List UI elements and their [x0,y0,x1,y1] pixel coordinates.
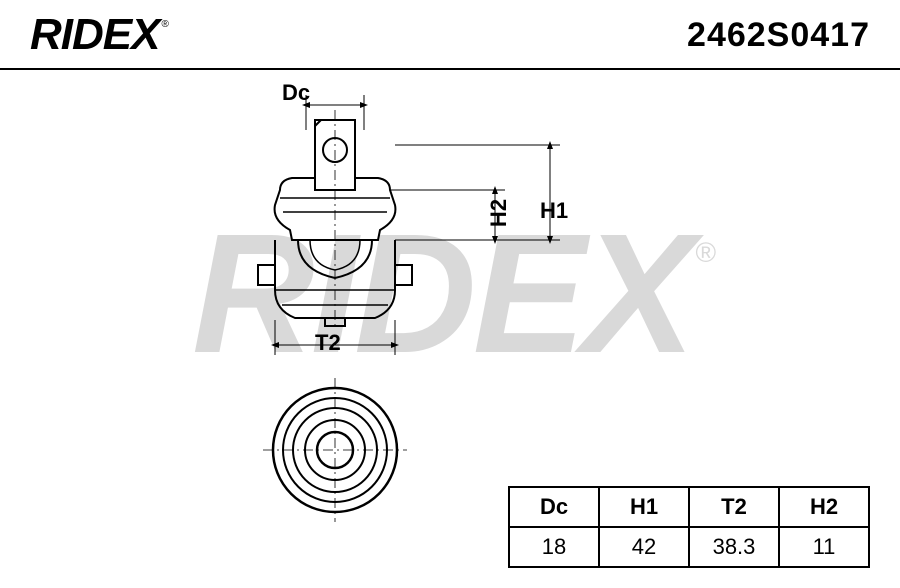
td-dc: 18 [509,527,599,567]
brand-text: RIDEX [30,10,159,59]
td-h1: 42 [599,527,689,567]
part-number: 2462S0417 [687,16,870,55]
dim-table: Dc H1 T2 H2 18 42 38.3 11 [508,486,870,568]
dim-label-h2: H2 [486,199,512,227]
th-t2: T2 [689,487,779,527]
registered-mark: ® [161,19,167,30]
dimension-table: Dc H1 T2 H2 18 42 38.3 11 [508,486,870,568]
technical-drawing [180,70,600,550]
bottom-view [263,378,407,522]
table-value-row: 18 42 38.3 11 [509,527,869,567]
td-t2: 38.3 [689,527,779,567]
brand-logo: RIDEX® [30,10,166,60]
table-header-row: Dc H1 T2 H2 [509,487,869,527]
th-dc: Dc [509,487,599,527]
dim-label-dc: Dc [282,80,310,106]
dim-label-t2: T2 [315,330,341,356]
th-h1: H1 [599,487,689,527]
watermark-registered: ® [695,237,712,268]
th-h2: H2 [779,487,869,527]
td-h2: 11 [779,527,869,567]
dim-label-h1: H1 [540,198,568,224]
drawing-svg [180,70,600,550]
header: RIDEX® 2462S0417 [0,0,900,70]
side-view [258,95,560,355]
